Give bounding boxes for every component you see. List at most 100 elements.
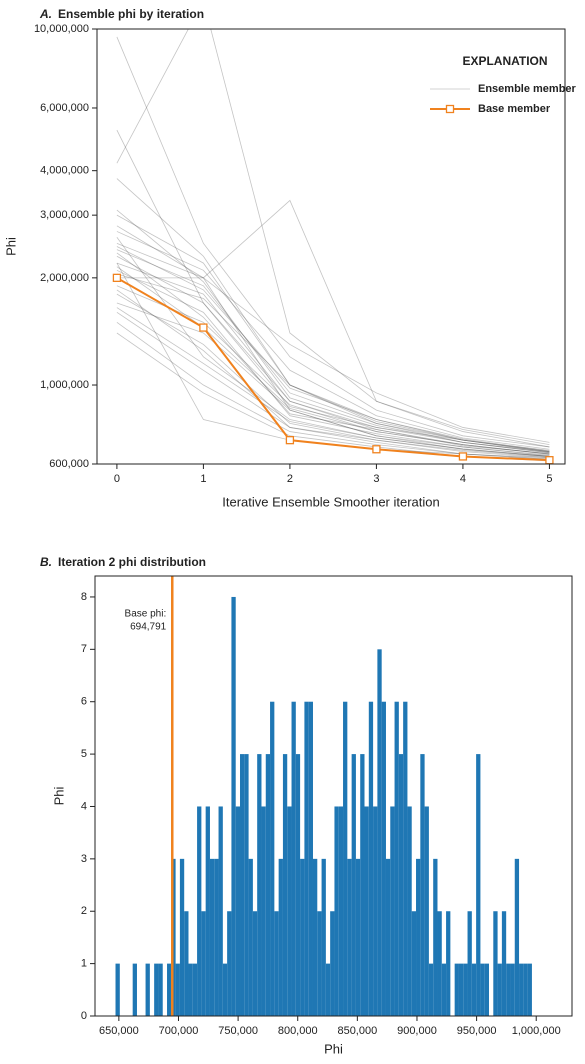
histogram-bar (338, 806, 344, 1016)
ensemble-line (116, 322, 550, 460)
y-tick-label: 4 (81, 800, 87, 812)
histogram-bar (523, 963, 528, 1016)
histogram-bar (192, 963, 198, 1016)
ensemble-line (116, 255, 550, 453)
histogram-bar (381, 701, 386, 1016)
ensemble-line (116, 237, 550, 457)
histogram-bar (514, 858, 520, 1016)
histogram-bar (145, 963, 150, 1016)
histogram-bar (411, 911, 417, 1016)
histogram-bar (304, 701, 309, 1016)
histogram-bar (201, 911, 206, 1016)
y-tick-label: 3 (81, 853, 87, 865)
ensemble-line (116, 285, 550, 455)
histogram-bar (218, 806, 223, 1016)
histogram-bar (334, 806, 339, 1016)
x-tick-label: 900,000 (397, 1025, 437, 1037)
ensemble-line (116, 302, 550, 457)
plot-frame (96, 28, 566, 465)
base-phi-label: 694,791 (130, 622, 167, 633)
title-text: Iteration 2 phi distribution (58, 555, 206, 569)
ensemble-line (116, 231, 550, 450)
ensemble-line (116, 214, 550, 453)
ensemble-line (116, 307, 550, 457)
histogram-bar (454, 963, 459, 1016)
histogram-bar (227, 911, 232, 1016)
y-tick-label: 5 (81, 748, 87, 760)
histogram-bar (248, 858, 253, 1016)
y-tick-label: 2,000,000 (40, 272, 89, 284)
histogram-bar (407, 806, 412, 1016)
histogram-bar (368, 701, 374, 1016)
y-tick-label: 1,000,000 (40, 379, 89, 391)
chart-title: B. Iteration 2 phi distribution (40, 555, 206, 569)
x-tick-label: 5 (546, 473, 552, 485)
x-tick-label: 850,000 (337, 1025, 377, 1037)
histogram-bar (398, 754, 404, 1016)
histogram-bar (222, 963, 228, 1016)
histogram-bar (188, 963, 193, 1016)
ensemble-line (116, 29, 550, 448)
ensemble-line (116, 129, 550, 453)
legend-marker (445, 104, 455, 114)
x-tick-label: 1,000,000 (512, 1025, 561, 1037)
ensemble-line (116, 273, 550, 453)
ensemble-line (116, 293, 550, 459)
ensemble-line (116, 246, 550, 452)
histogram-bar (424, 806, 429, 1016)
histogram-bar (325, 963, 331, 1016)
ensemble-line (116, 262, 550, 455)
y-tick-label: 6 (81, 696, 87, 708)
y-tick-label: 3,000,000 (40, 209, 89, 221)
ensemble-line (116, 209, 550, 453)
x-axis-label: Phi (324, 1041, 343, 1056)
x-tick-label: 750,000 (218, 1025, 258, 1037)
base-marker (285, 436, 295, 445)
y-tick-label: 0 (81, 1010, 87, 1022)
histogram-bar (132, 963, 137, 1016)
ensemble-line (116, 312, 550, 460)
ensemble-line (116, 269, 550, 456)
ensemble-line (116, 249, 550, 454)
y-tick-label: 8 (81, 591, 87, 603)
histogram-bar (390, 806, 395, 1016)
histogram-bar (403, 701, 408, 1016)
x-tick-label: 0 (114, 473, 120, 485)
histogram-bar (257, 754, 262, 1016)
histogram-bar (252, 911, 258, 1016)
histogram-bar (343, 701, 348, 1016)
histogram-bar (510, 963, 515, 1016)
histogram-bar (295, 754, 301, 1016)
histogram-bar (467, 911, 472, 1016)
y-tick-label: 10,000,000 (34, 23, 89, 35)
panel-letter: A. (39, 7, 52, 21)
x-tick-label: 1 (200, 473, 206, 485)
histogram-bar (471, 963, 477, 1016)
histogram-bar (437, 911, 442, 1016)
histogram-bar (197, 806, 202, 1016)
histogram-bar (205, 806, 210, 1016)
histogram-bar (355, 858, 361, 1016)
ensemble-line (116, 225, 550, 443)
y-axis-label: Phi (3, 237, 18, 256)
histogram-bar (493, 911, 498, 1016)
histogram-bar (527, 963, 532, 1016)
histogram-bar (244, 754, 249, 1016)
histogram-bar (463, 963, 468, 1016)
histogram-bar (476, 754, 481, 1016)
histogram-bar (458, 963, 464, 1016)
x-tick-label: 700,000 (159, 1025, 199, 1037)
ensemble-line (116, 289, 550, 458)
histogram-bar (308, 701, 313, 1016)
y-tick-label: 4,000,000 (40, 165, 89, 177)
base-line (116, 276, 550, 462)
histogram-bar (278, 858, 283, 1016)
histogram-bar (501, 911, 507, 1016)
histogram-bar (360, 754, 365, 1016)
histogram-bar (373, 806, 378, 1016)
ensemble-line (116, 199, 550, 446)
histogram-bar (291, 701, 296, 1016)
histogram-bar (214, 858, 219, 1016)
y-tick-label: 2 (81, 905, 87, 917)
chart-title: A. Ensemble phi by iteration (39, 7, 204, 21)
